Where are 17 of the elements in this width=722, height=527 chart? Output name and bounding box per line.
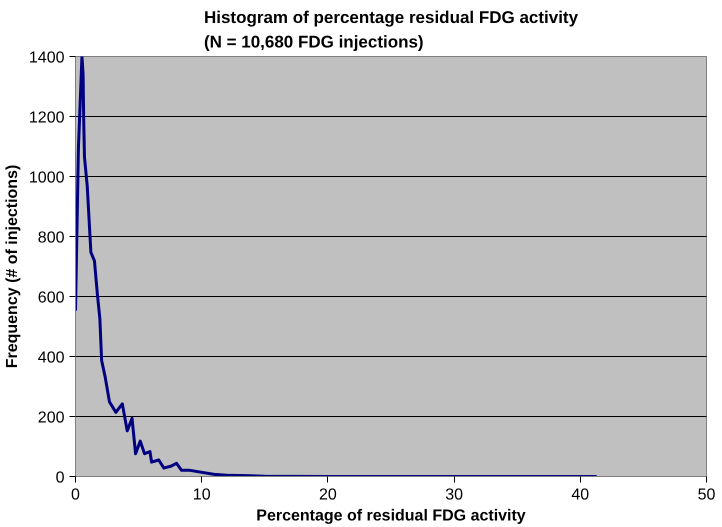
x-tick-label: 50: [698, 486, 716, 504]
x-tick-label: 0: [71, 486, 80, 504]
y-tick-label: 1200: [28, 110, 65, 126]
x-tick-label: 30: [445, 486, 464, 504]
y-axis-title: Frequency (# of injections): [4, 164, 21, 368]
chart-title: Histogram of percentage residual FDG activity (N = 10,680 FDG injections): [204, 8, 579, 52]
x-tick-label: 20: [319, 486, 337, 504]
y-tick-label: 600: [38, 290, 65, 306]
y-tick-label: 0: [56, 470, 65, 486]
y-tick-label: 800: [38, 230, 65, 246]
x-tick-label: 10: [192, 486, 211, 504]
x-axis-title: Percentage of residual FDG activity: [256, 508, 526, 524]
y-tick-label: 1400: [28, 50, 65, 66]
y-tick-label: 400: [38, 350, 65, 366]
y-tick-label: 1000: [28, 170, 65, 186]
x-tick-label: 40: [571, 486, 590, 504]
y-tick-label: 200: [38, 410, 65, 426]
